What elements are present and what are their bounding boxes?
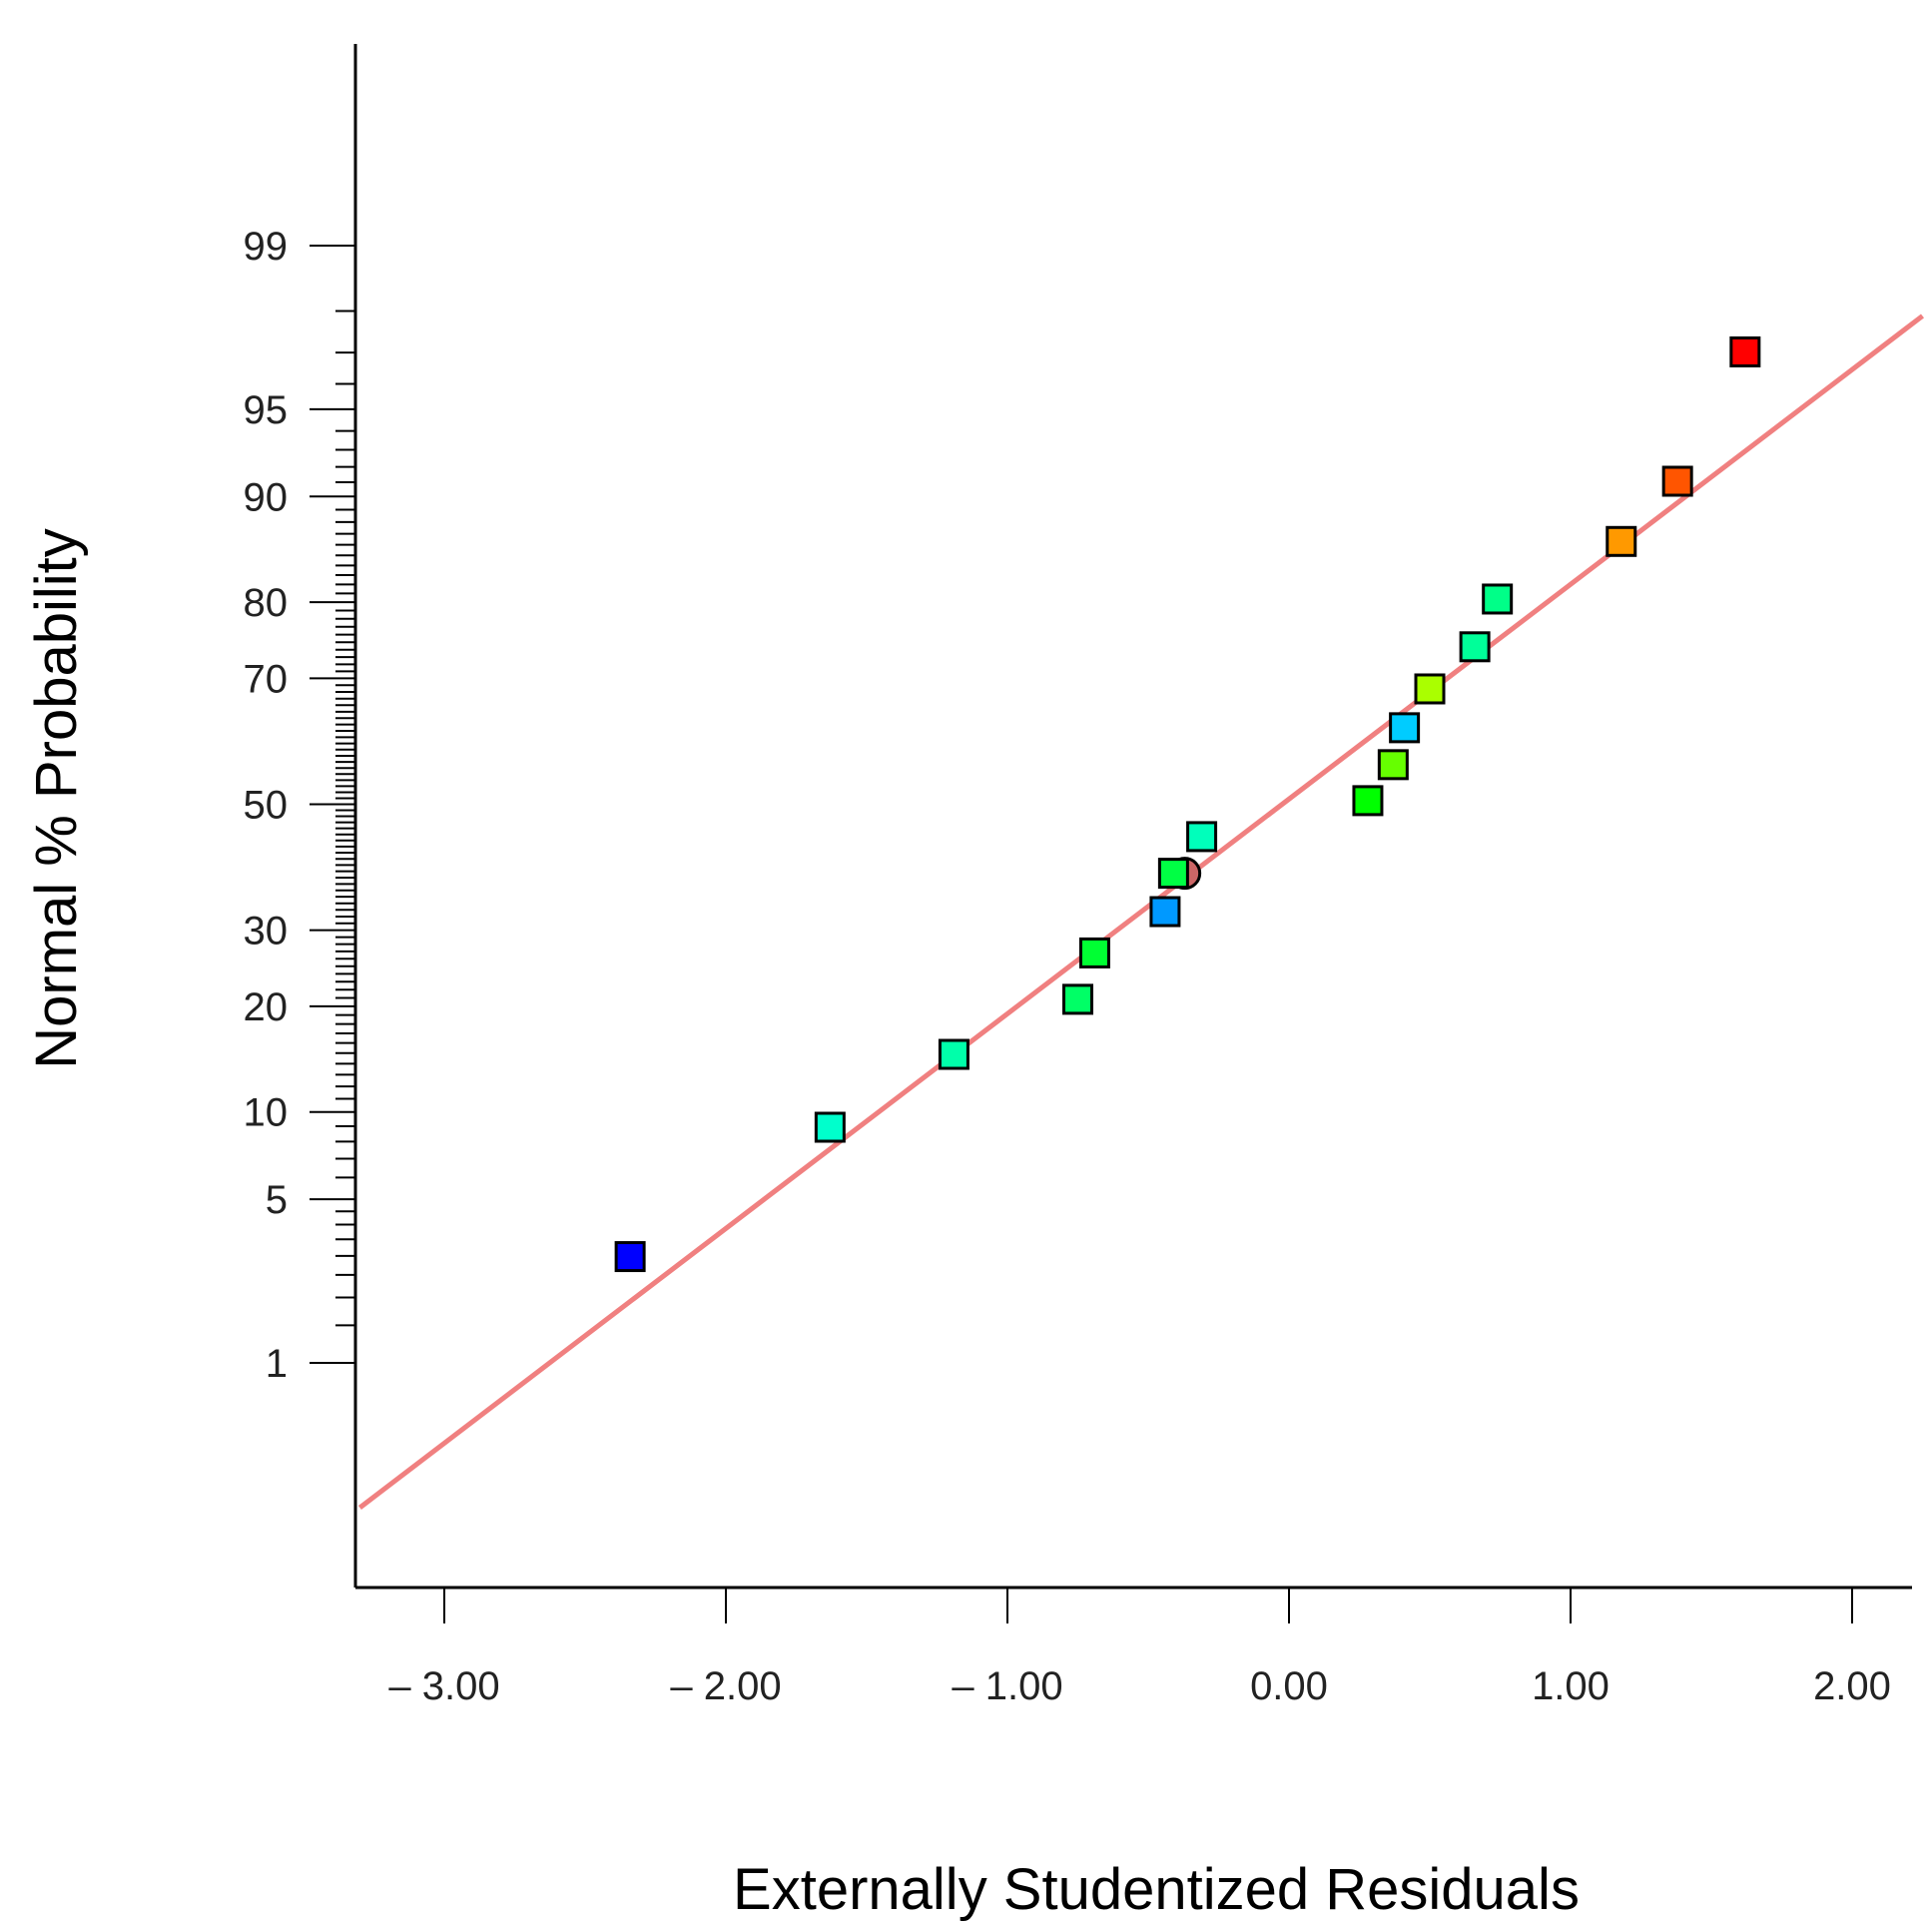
data-point <box>1414 673 1446 705</box>
data-points <box>614 335 1761 1273</box>
y-tick-label: 30 <box>244 910 289 954</box>
data-point <box>1377 749 1409 781</box>
x-tick-label: 1.00 <box>1532 1664 1610 1708</box>
data-point <box>1661 465 1693 497</box>
y-tick-label: 80 <box>244 581 289 625</box>
data-point <box>1389 712 1421 744</box>
y-tick-label: 90 <box>244 475 289 519</box>
data-point <box>1482 583 1514 615</box>
data-point <box>1606 525 1637 557</box>
data-point <box>938 1038 969 1070</box>
y-axis-title: Normal % Probability <box>24 528 89 1069</box>
y-tick-label: 50 <box>244 784 289 828</box>
y-tick-label: 1 <box>266 1342 288 1386</box>
y-tick-label: 5 <box>266 1178 288 1222</box>
y-tick-label: 70 <box>244 657 289 701</box>
y-tick-label: 99 <box>244 225 289 269</box>
y-tick-label: 95 <box>244 388 289 432</box>
x-tick-label: – 1.00 <box>952 1664 1062 1708</box>
data-point <box>1062 983 1093 1015</box>
data-point <box>1459 631 1491 663</box>
data-point <box>1149 896 1181 928</box>
reference-line <box>357 314 1925 1510</box>
x-tick-label: 2.00 <box>1813 1664 1891 1708</box>
data-point <box>1352 785 1384 817</box>
x-tick-label: 0.00 <box>1250 1664 1328 1708</box>
x-ticks <box>443 1588 1853 1623</box>
data-point <box>1078 937 1110 968</box>
x-tick-label: – 2.00 <box>670 1664 781 1708</box>
data-point <box>614 1241 646 1273</box>
y-major-ticks <box>310 245 355 1364</box>
x-axis-title: Externally Studentized Residuals <box>733 1857 1580 1922</box>
data-point <box>814 1111 846 1143</box>
data-point <box>1157 858 1189 890</box>
data-point <box>1729 335 1761 367</box>
y-tick-labels: 1 5 10 20 30 50 70 80 90 95 99 <box>244 225 289 1386</box>
data-point <box>1186 821 1218 853</box>
y-tick-label: 20 <box>244 985 289 1029</box>
x-tick-labels: – 3.00 – 2.00 – 1.00 0.00 1.00 2.00 <box>388 1664 1891 1708</box>
y-tick-label: 10 <box>244 1091 289 1135</box>
x-tick-label: – 3.00 <box>388 1664 499 1708</box>
y-minor-ticks <box>335 310 355 1327</box>
